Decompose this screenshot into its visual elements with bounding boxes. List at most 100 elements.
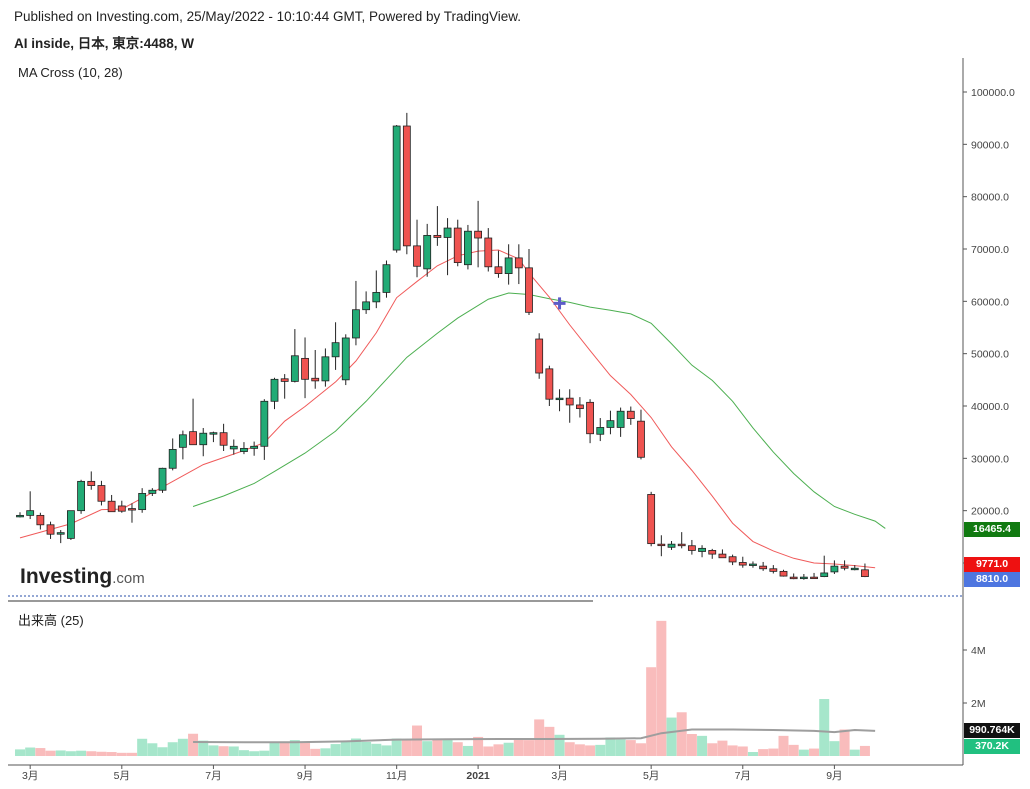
candle <box>728 556 737 563</box>
volume-bar <box>676 712 687 756</box>
ma-cross-marker <box>553 297 566 310</box>
candle <box>464 230 472 266</box>
candle <box>474 230 483 239</box>
candle <box>97 485 106 502</box>
volume-bar <box>666 717 677 756</box>
candle <box>260 400 269 447</box>
volume-bar <box>524 740 534 756</box>
volume-ma-line <box>193 728 876 744</box>
candle <box>138 492 147 511</box>
indicator-label[interactable]: MA Cross (10, 28) <box>18 65 123 80</box>
volume-bar <box>625 740 636 756</box>
candle <box>738 562 747 566</box>
candle <box>647 494 656 545</box>
candle <box>280 378 289 382</box>
candle <box>16 514 24 518</box>
candle <box>362 301 371 311</box>
candle <box>189 431 197 446</box>
volume-bar <box>574 744 585 756</box>
candle <box>36 514 45 526</box>
candle <box>779 570 788 577</box>
candle <box>168 449 177 469</box>
volume-bar <box>615 739 626 756</box>
candle <box>596 427 605 435</box>
volume-bar <box>137 738 148 756</box>
volume-bar <box>534 719 545 756</box>
candle <box>453 227 462 264</box>
published-note: Published on Investing.com, 25/May/2022 … <box>14 9 522 24</box>
volume-bar <box>493 744 504 756</box>
candle <box>413 245 421 267</box>
volume-bar <box>310 748 321 756</box>
candle <box>331 342 340 358</box>
candle <box>606 420 615 428</box>
price-tick-label: 80000.0 <box>971 192 1009 204</box>
volume-bar <box>809 748 820 756</box>
volume-bar <box>350 738 361 756</box>
candle <box>749 563 757 566</box>
volume-bar <box>849 749 860 756</box>
volume-bar <box>859 745 870 756</box>
time-tick-label: 7月 <box>735 770 751 782</box>
candle <box>484 237 493 268</box>
volume-bar <box>65 751 76 756</box>
volume-bar <box>269 742 280 756</box>
volume-tick-label: 2M <box>971 698 986 710</box>
volume-bar <box>483 746 494 756</box>
investing-logo: Investing.com <box>20 565 145 589</box>
volume-bar <box>432 739 443 756</box>
price-tick-label: 30000.0 <box>971 453 1009 465</box>
volume-bar <box>503 742 514 756</box>
price-tick-label: 40000.0 <box>971 401 1009 413</box>
time-tick-label: 5月 <box>643 770 659 782</box>
ma-fast-price-tag: 9771.0 <box>964 557 1020 573</box>
volume-bar <box>126 752 137 756</box>
candle <box>178 434 187 448</box>
candle <box>494 266 503 274</box>
volume-bar <box>839 729 850 756</box>
volume-bar <box>320 748 331 756</box>
volume-bar <box>513 739 524 756</box>
volume-label[interactable]: 出来高 (25) <box>18 613 84 628</box>
candle <box>219 432 228 446</box>
volume-bar <box>96 751 107 756</box>
volume-bar <box>747 752 758 756</box>
candle <box>535 338 544 374</box>
volume-bar <box>697 735 708 756</box>
volume-bar <box>249 751 260 756</box>
volume-bar <box>35 748 46 756</box>
volume-bar <box>473 736 484 756</box>
volume-bar <box>371 743 382 756</box>
volume-bar <box>585 745 596 756</box>
volume-bar <box>737 746 748 756</box>
candle <box>199 432 208 446</box>
candle <box>626 410 635 419</box>
candle <box>687 545 696 551</box>
candle <box>820 572 829 578</box>
candle <box>850 567 859 571</box>
volume-ma-tag: 990.764K <box>964 722 1020 738</box>
volume-bar <box>646 667 657 756</box>
volume-bar <box>25 747 36 756</box>
candle <box>698 547 706 552</box>
candle <box>392 125 401 251</box>
volume-bar <box>55 750 66 756</box>
candle <box>433 234 442 238</box>
candle <box>789 576 798 580</box>
volume-bar <box>300 742 311 756</box>
volume-bar <box>401 739 412 756</box>
volume-bar <box>564 742 575 756</box>
logo-main: Investing <box>20 565 113 588</box>
candle <box>830 565 839 573</box>
candle <box>87 480 96 486</box>
candle <box>117 505 126 512</box>
candle <box>576 404 584 410</box>
time-tick-label: 5月 <box>114 770 130 782</box>
candle <box>616 410 625 428</box>
volume-bar <box>361 741 372 756</box>
volume-bar <box>422 741 433 756</box>
time-tick-label: 3月 <box>551 770 567 782</box>
price-tick-label: 60000.0 <box>971 296 1009 308</box>
volume-bar <box>279 741 290 756</box>
